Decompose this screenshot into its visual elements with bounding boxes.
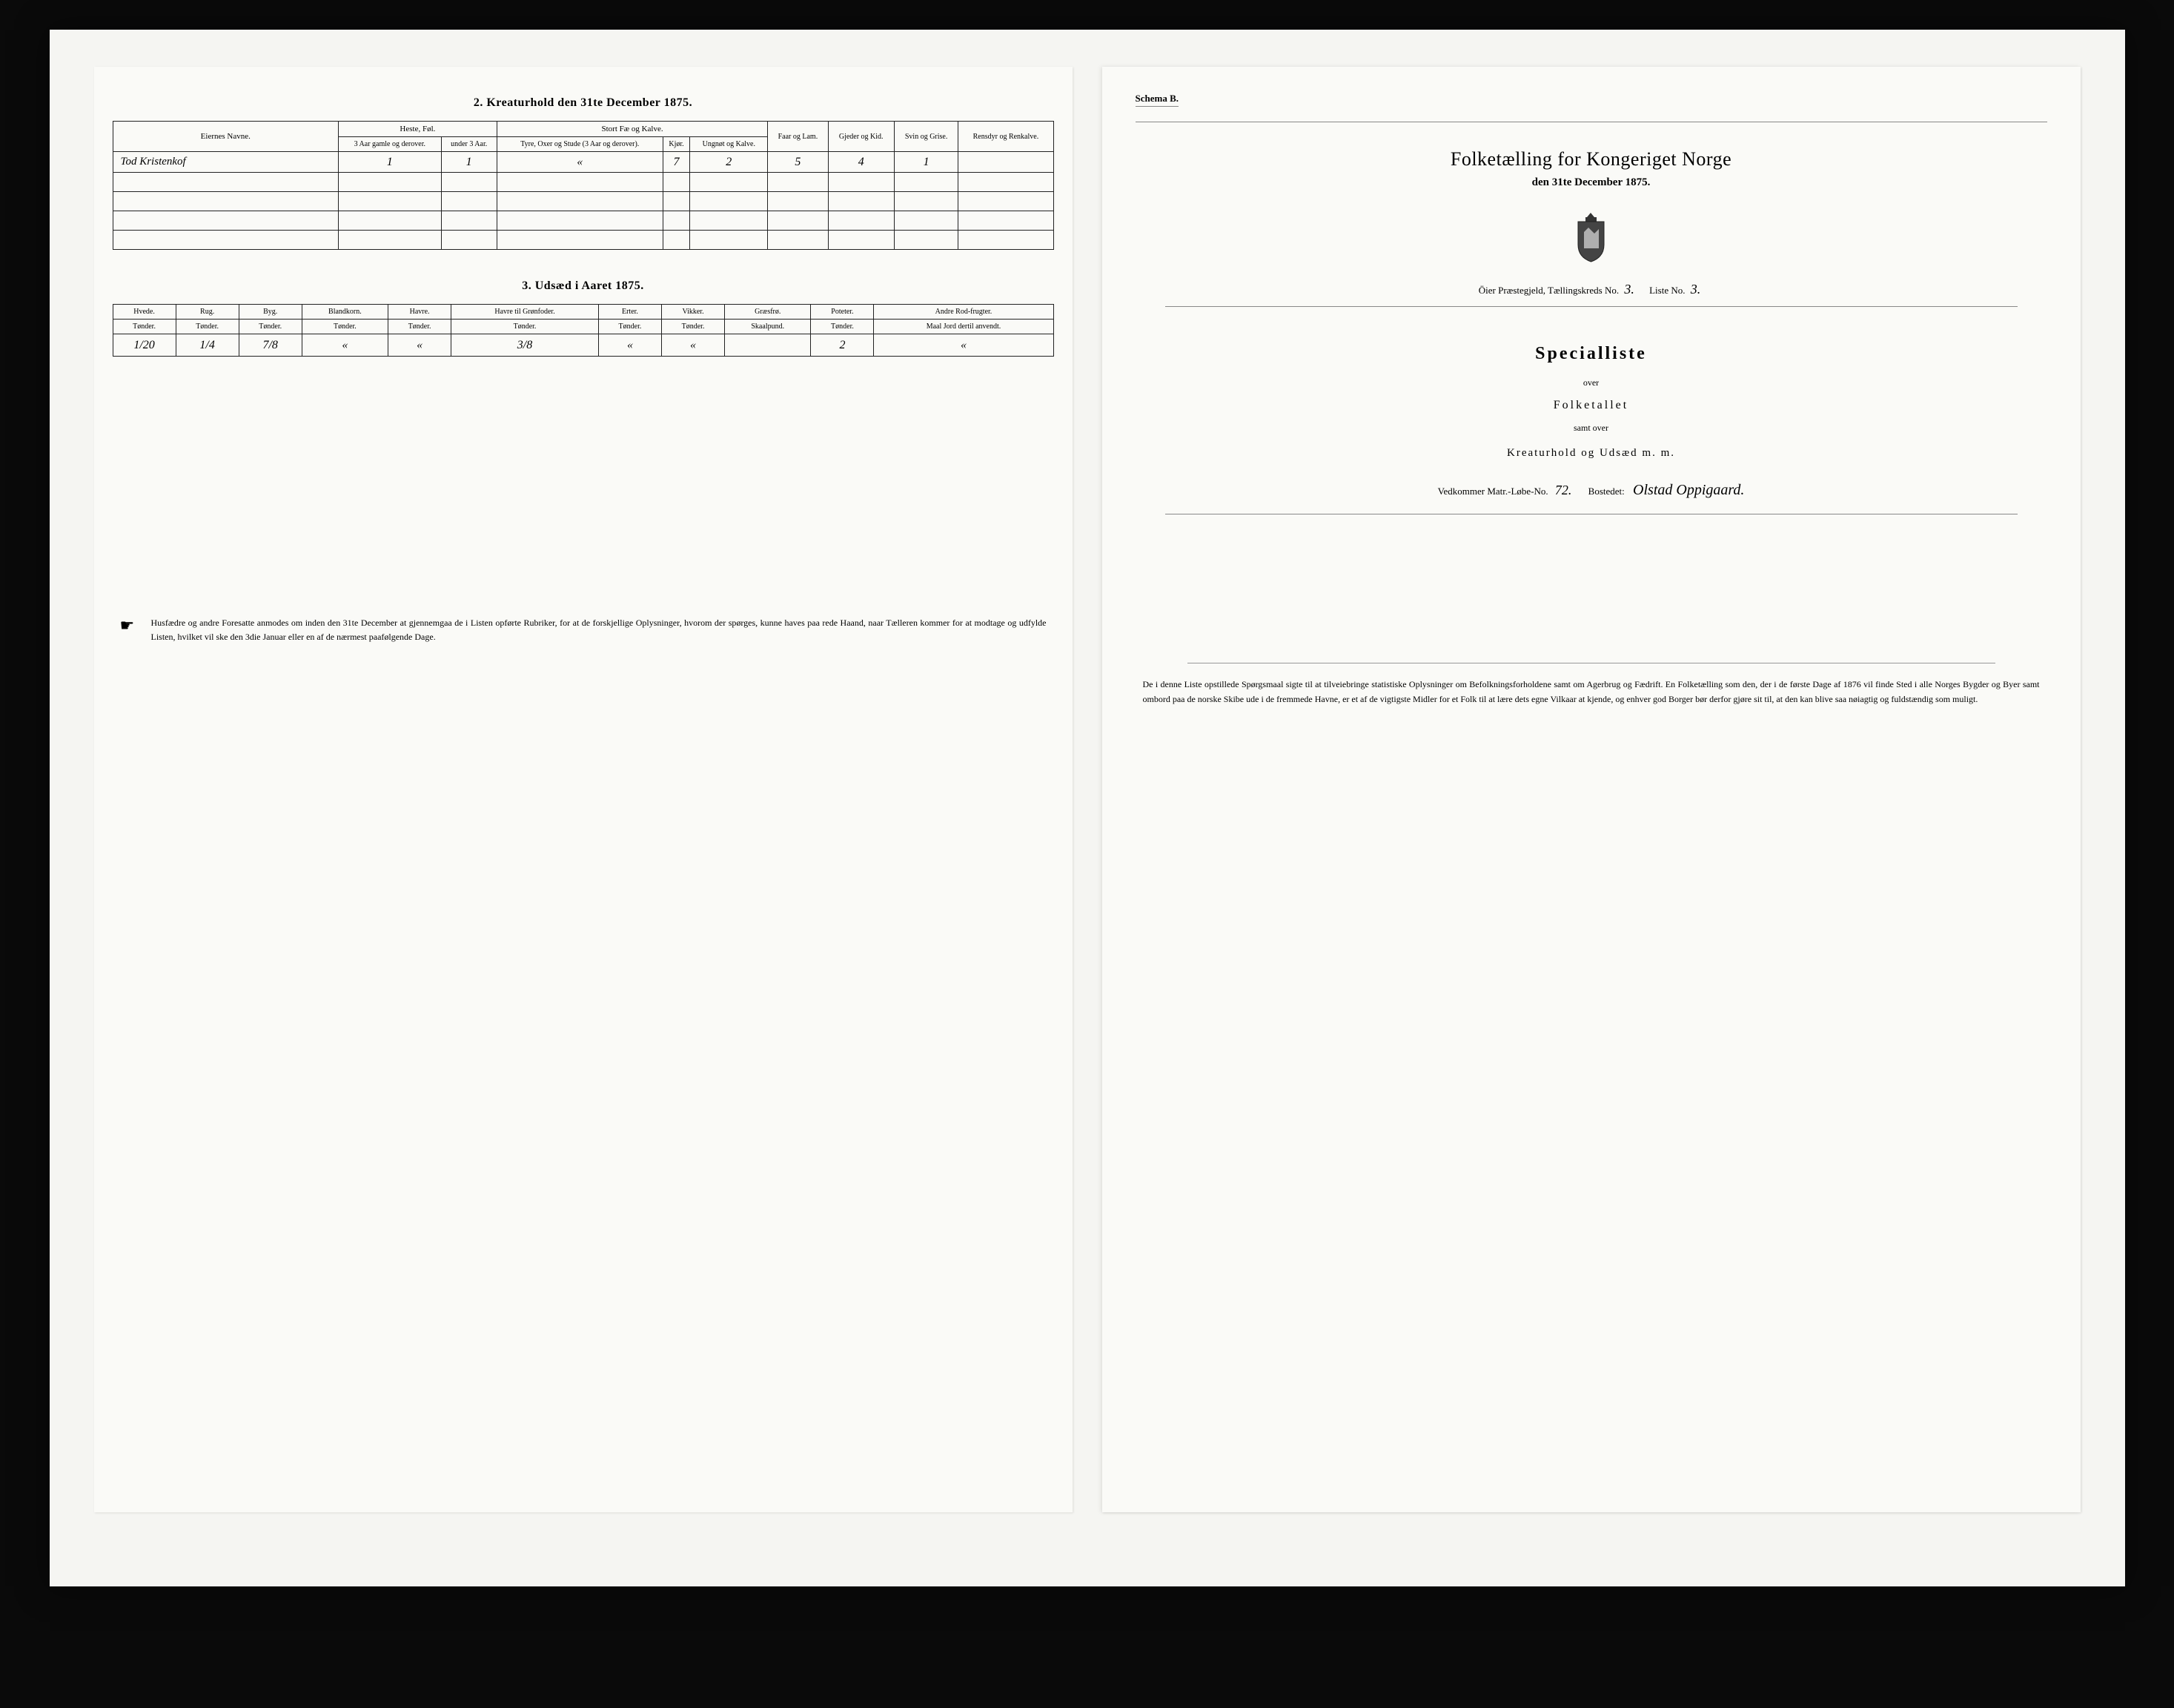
th-havre-gron: Havre til Grønfoder. — [451, 305, 599, 320]
th-unit: Tønder. — [113, 320, 176, 334]
matr-no: 72. — [1551, 483, 1577, 497]
th-heste-1: 3 Aar gamle og derover. — [339, 137, 442, 152]
census-title: Folketælling for Kongeriget Norge — [1121, 148, 2062, 171]
th-rensdyr: Rensdyr og Renkalve. — [958, 122, 1053, 152]
th-byg: Byg. — [239, 305, 302, 320]
over-label: over — [1121, 377, 2062, 388]
cell: 1/20 — [113, 334, 176, 357]
th-rug: Rug. — [176, 305, 239, 320]
specialliste-title: Specialliste — [1121, 344, 2062, 364]
th-havre: Havre. — [388, 305, 451, 320]
th-gjeder: Gjeder og Kid. — [828, 122, 894, 152]
document-scan: 2. Kreaturhold den 31te December 1875. E… — [50, 30, 2125, 1586]
section3-title: 3. Udsæd i Aaret 1875. — [113, 279, 1054, 293]
cell: 7 — [663, 152, 690, 173]
liste-label: Liste No. — [1649, 285, 1685, 296]
divider — [1165, 306, 2018, 307]
th-fae-1: Tyre, Oxer og Stude (3 Aar og derover). — [497, 137, 663, 152]
table-row: Tod Kristenkof 1 1 « 7 2 5 4 1 — [113, 152, 1053, 173]
th-unit: Maal Jord dertil anvendt. — [874, 320, 1053, 334]
kreds-no: 3. — [1621, 282, 1637, 297]
cell: 4 — [828, 152, 894, 173]
th-blandkorn: Blandkorn. — [302, 305, 388, 320]
th-unit: Skaalpund. — [725, 320, 811, 334]
th-unit: Tønder. — [598, 320, 661, 334]
kreatur-line: Kreaturhold og Udsæd m. m. — [1121, 447, 2062, 460]
left-page: 2. Kreaturhold den 31te December 1875. E… — [94, 67, 1073, 1512]
samt-over-label: samt over — [1121, 423, 2062, 434]
udsaed-table: Hvede. Rug. Byg. Blandkorn. Havre. Havre… — [113, 304, 1054, 357]
th-fae-2: Kjør. — [663, 137, 690, 152]
cell: « — [388, 334, 451, 357]
cell: 3/8 — [451, 334, 599, 357]
cell: « — [497, 152, 663, 173]
pointing-hand-icon: ☛ — [120, 616, 142, 635]
cell: « — [662, 334, 725, 357]
cell: « — [302, 334, 388, 357]
footer-note: ☛ Husfædre og andre Foresatte anmodes om… — [113, 616, 1054, 644]
table-row: 1/20 1/4 7/8 « « 3/8 « « 2 « — [113, 334, 1053, 357]
th-svin: Svin og Grise. — [894, 122, 958, 152]
coat-of-arms-icon — [1571, 211, 1611, 263]
th-heste: Heste, Føl. — [339, 122, 497, 137]
cell: 5 — [768, 152, 828, 173]
th-unit: Tønder. — [176, 320, 239, 334]
cell: « — [874, 334, 1053, 357]
right-footer: De i denne Liste opstillede Spørgsmaal s… — [1121, 663, 2062, 707]
th-unit: Tønder. — [662, 320, 725, 334]
section2-title: 2. Kreaturhold den 31te December 1875. — [113, 96, 1054, 110]
th-unit: Tønder. — [451, 320, 599, 334]
cell — [958, 152, 1053, 173]
table-row — [113, 231, 1053, 250]
th-andre: Andre Rod-frugter. — [874, 305, 1053, 320]
parish-label: Öier Præstegjeld, Tællingskreds No. — [1479, 285, 1619, 296]
table-row — [113, 211, 1053, 231]
table-row — [113, 173, 1053, 192]
schema-label: Schema B. — [1136, 93, 1179, 107]
th-unit: Tønder. — [388, 320, 451, 334]
matr-line: Vedkommer Matr.-Løbe-No. 72. Bostedet: O… — [1121, 482, 2062, 499]
cell — [725, 334, 811, 357]
th-name: Eiernes Navne. — [113, 122, 339, 152]
right-footer-text: De i denne Liste opstillede Spørgsmaal s… — [1143, 677, 2040, 707]
bosted-value: Olstad Oppigaard. — [1627, 482, 1744, 498]
folketallet-label: Folketallet — [1121, 399, 2062, 412]
table-row — [113, 192, 1053, 211]
footer-text: Husfædre og andre Foresatte anmodes om i… — [151, 616, 1047, 644]
th-fae: Stort Fæ og Kalve. — [497, 122, 768, 137]
cell: 2 — [690, 152, 768, 173]
th-vikker: Vikker. — [662, 305, 725, 320]
census-date: den 31te December 1875. — [1121, 176, 2062, 189]
th-graesfro: Græsfrø. — [725, 305, 811, 320]
th-unit: Tønder. — [811, 320, 874, 334]
th-unit: Tønder. — [239, 320, 302, 334]
th-heste-2: under 3 Aar. — [441, 137, 497, 152]
th-unit: Tønder. — [302, 320, 388, 334]
cell: 1 — [441, 152, 497, 173]
right-page: Schema B. Folketælling for Kongeriget No… — [1102, 67, 2081, 1512]
cell: « — [598, 334, 661, 357]
th-poteter: Poteter. — [811, 305, 874, 320]
cell: 1 — [339, 152, 442, 173]
parish-line: Öier Præstegjeld, Tællingskreds No. 3. L… — [1121, 282, 2062, 297]
cell: 1 — [894, 152, 958, 173]
kreaturhold-table: Eiernes Navne. Heste, Føl. Stort Fæ og K… — [113, 121, 1054, 250]
cell: 2 — [811, 334, 874, 357]
th-erter: Erter. — [598, 305, 661, 320]
owner-name: Tod Kristenkof — [113, 152, 339, 173]
bosted-label: Bostedet: — [1588, 486, 1625, 497]
th-faar: Faar og Lam. — [768, 122, 828, 152]
th-fae-3: Ungnøt og Kalve. — [690, 137, 768, 152]
th-hvede: Hvede. — [113, 305, 176, 320]
cell: 1/4 — [176, 334, 239, 357]
matr-label: Vedkommer Matr.-Løbe-No. — [1438, 486, 1548, 497]
cell: 7/8 — [239, 334, 302, 357]
liste-no: 3. — [1688, 282, 1704, 297]
